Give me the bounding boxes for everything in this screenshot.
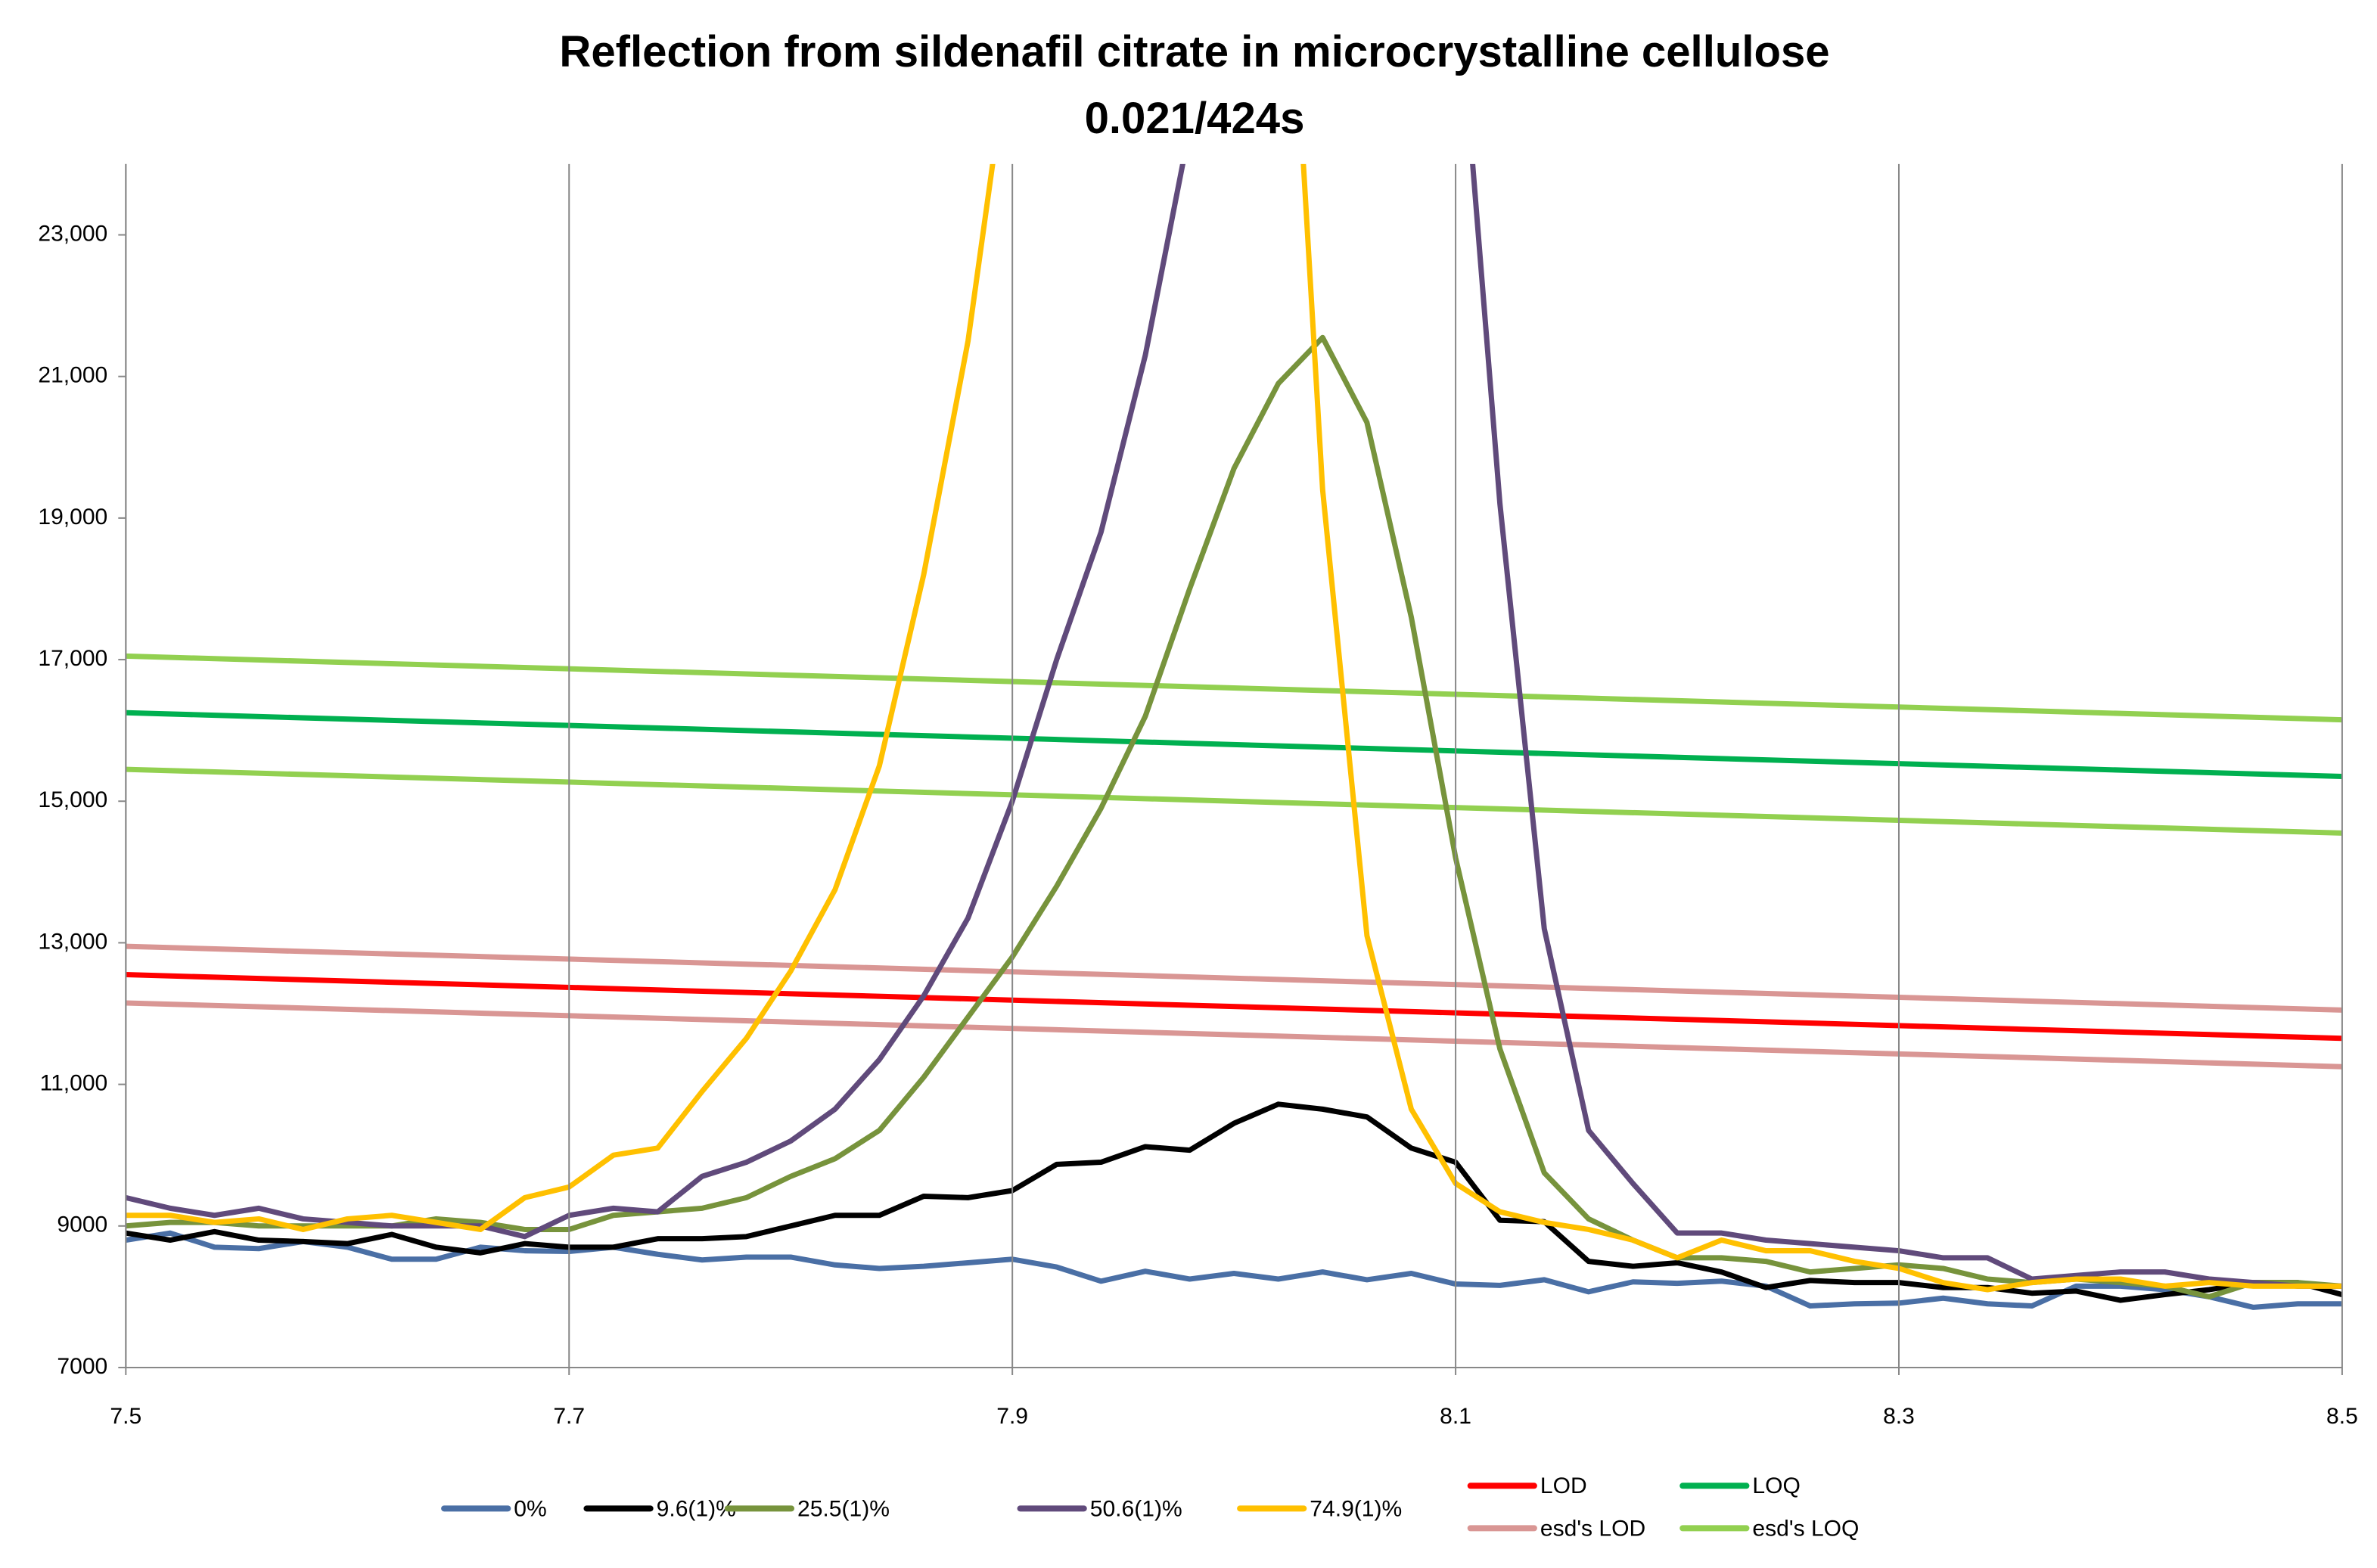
series-line <box>126 943 2342 1070</box>
y-tick-label: 15,000 <box>38 787 107 812</box>
chart-title: Reflection from sildenafil citrate in mi… <box>559 27 1829 76</box>
y-tick-label: 13,000 <box>38 929 107 954</box>
y-tick-label: 17,000 <box>38 646 107 671</box>
x-tick-label: 8.1 <box>1440 1404 1471 1429</box>
y-tick-label: 11,000 <box>40 1071 108 1096</box>
y-tick-label: 23,000 <box>38 221 107 246</box>
legend-label: 50.6(1)% <box>1090 1496 1182 1521</box>
series-line <box>126 972 2342 1042</box>
y-tick-label: 9000 <box>57 1212 107 1237</box>
series-line <box>126 163 2342 1293</box>
y-tick-label: 19,000 <box>38 505 107 529</box>
legend-label: esd's LOQ <box>1752 1516 1859 1541</box>
x-tick-label: 7.9 <box>996 1404 1028 1429</box>
legend-label: 0% <box>514 1496 546 1521</box>
legend-label: 25.5(1)% <box>797 1496 890 1521</box>
legend-label: 9.6(1)% <box>657 1496 736 1521</box>
chart-subtitle: 0.021/424s <box>1085 94 1305 143</box>
x-tick-label: 7.7 <box>553 1404 585 1429</box>
plot-area <box>126 163 2342 1310</box>
series-line <box>126 163 2342 1289</box>
legend-label: LOD <box>1540 1473 1587 1498</box>
series-line <box>126 653 2342 836</box>
x-tick-label: 8.3 <box>1883 1404 1915 1429</box>
legend-label: LOQ <box>1752 1473 1800 1498</box>
y-tick-label: 7000 <box>57 1354 107 1379</box>
series-line <box>126 334 2342 1299</box>
x-tick-label: 8.5 <box>2326 1404 2358 1429</box>
legend-label: esd's LOD <box>1540 1516 1645 1541</box>
y-tick-label: 21,000 <box>38 363 107 388</box>
legend-label: 74.9(1)% <box>1310 1496 1402 1521</box>
series-line <box>126 709 2342 780</box>
x-tick-label: 7.5 <box>110 1404 141 1429</box>
